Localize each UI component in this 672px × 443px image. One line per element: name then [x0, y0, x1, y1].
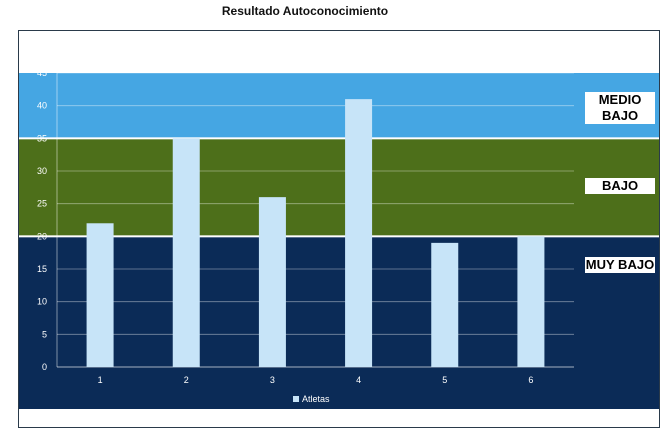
y-tick-label: 30 [37, 166, 47, 176]
bar-3 [258, 197, 286, 367]
band-medio-bajo [19, 73, 659, 139]
x-tick-label: 5 [442, 375, 447, 385]
y-tick-label: 10 [37, 297, 47, 307]
y-tick-label: 20 [37, 231, 47, 241]
chart-title: Resultado Autoconocimiento [221, 4, 389, 18]
y-tick-label: 25 [37, 199, 47, 209]
band-separator [19, 235, 659, 238]
y-tick-label: 0 [42, 362, 47, 372]
band-muy-bajo [19, 236, 659, 409]
legend-swatch [293, 396, 299, 402]
x-tick-label: 3 [270, 375, 275, 385]
y-tick-label: 35 [37, 133, 47, 143]
x-tick-label: 2 [184, 375, 189, 385]
band-bajo [19, 138, 659, 237]
x-tick-label: 4 [356, 375, 361, 385]
band-label-muy-bajo: MUY BAJO [585, 257, 655, 273]
bar-6 [517, 236, 545, 367]
y-tick-label: 5 [42, 329, 47, 339]
y-tick-label: 15 [37, 264, 47, 274]
y-tick-label: 40 [37, 101, 47, 111]
chart-frame: 0 5 10 15 20 25 30 35 40 45 1 2 3 4 5 6 Atletas MEDIO B… [18, 30, 660, 428]
band-separator [19, 137, 659, 140]
band-label-medio-bajo: MEDIO BAJO [585, 92, 655, 124]
x-tick-label: 1 [98, 375, 103, 385]
bar-4 [345, 99, 373, 367]
band-label-bajo: BAJO [585, 178, 655, 194]
bar-5 [431, 242, 459, 367]
y-tick-label: 45 [37, 68, 47, 78]
bar-1 [86, 223, 114, 367]
legend-label: Atletas [302, 394, 330, 404]
x-tick-label: 6 [528, 375, 533, 385]
bar-2 [172, 138, 200, 367]
